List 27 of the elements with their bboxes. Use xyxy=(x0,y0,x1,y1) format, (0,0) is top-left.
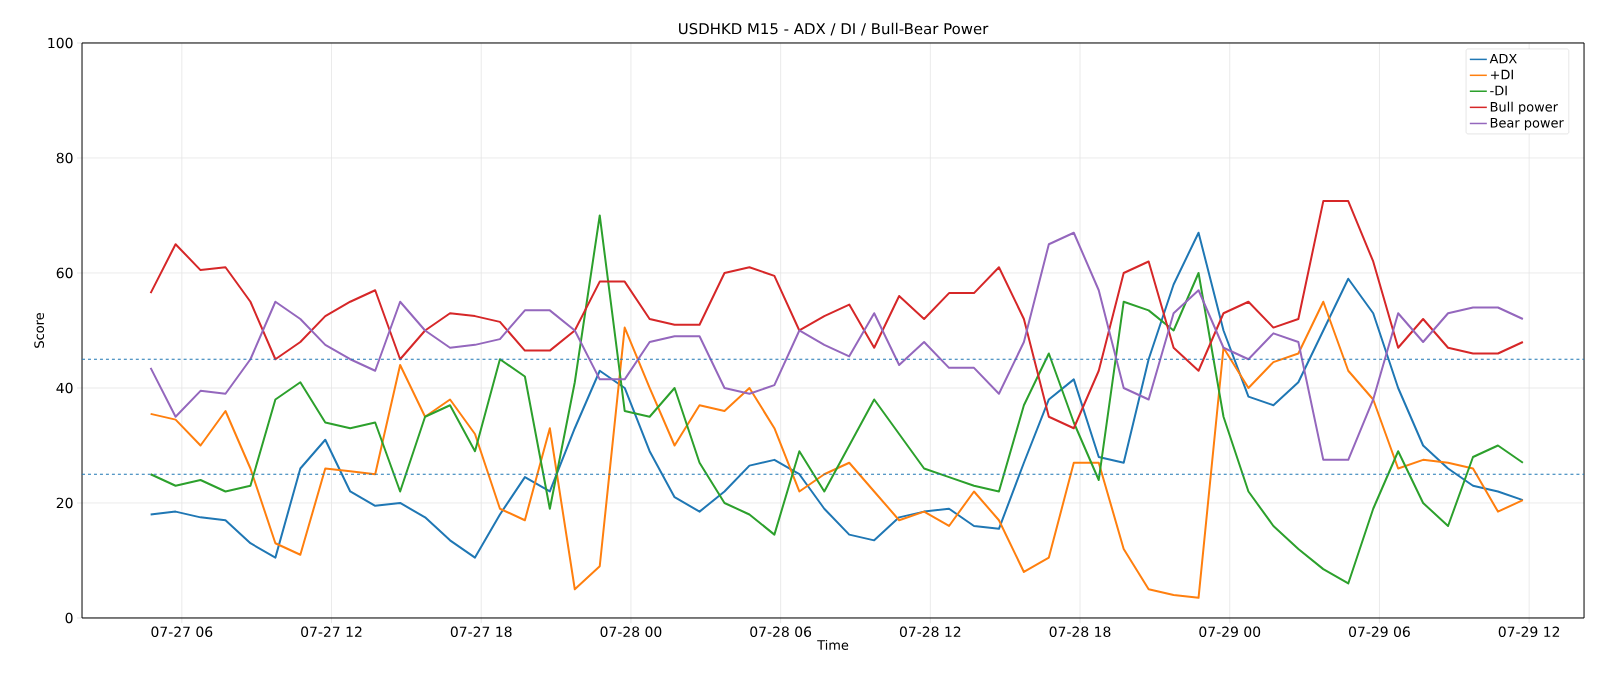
y-tick-label: 100 xyxy=(48,37,73,49)
legend-label: +DI xyxy=(1490,69,1513,80)
x-axis-title: Time xyxy=(817,639,849,650)
legend-label: Bull power xyxy=(1490,101,1559,115)
line-series xyxy=(149,200,1524,430)
x-tick-label: 07-29 12 xyxy=(1498,626,1560,638)
legend-label: ADX xyxy=(1489,53,1517,64)
legend-label: -DI xyxy=(1490,85,1507,96)
x-tick-label: 07-29 06 xyxy=(1349,626,1410,638)
x-tick-label: 07-27 18 xyxy=(450,626,512,638)
legend-label: Bear power xyxy=(1490,118,1564,131)
y-tick-label: 20 xyxy=(56,497,73,509)
y-tick-label: 60 xyxy=(56,267,73,279)
x-tick-label: 07-28 18 xyxy=(1049,626,1111,638)
y-tick-label: 0 xyxy=(65,612,73,624)
y-axis-title: Score xyxy=(34,313,45,348)
line-series xyxy=(149,231,1524,461)
x-tick-label: 07-28 00 xyxy=(600,626,662,638)
x-tick-label: 07-28 06 xyxy=(750,626,812,638)
y-tick-label: 40 xyxy=(56,382,73,394)
x-tick-label: 07-27 12 xyxy=(301,626,362,638)
line-series xyxy=(149,300,1524,599)
x-tick-label: 07-29 00 xyxy=(1199,626,1261,638)
x-tick-label: 07-28 12 xyxy=(899,626,961,638)
x-tick-label: 07-27 06 xyxy=(151,626,213,638)
chart-title: USDHKD M15 - ADX / DI / Bull-Bear Power xyxy=(679,22,989,36)
y-tick-label: 80 xyxy=(56,152,73,164)
